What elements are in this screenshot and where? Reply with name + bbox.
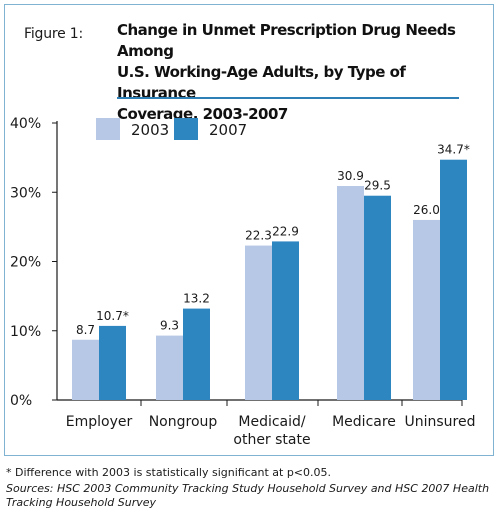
- x-tick-label: Medicare: [332, 414, 396, 430]
- legend-swatch-2007: [174, 118, 198, 140]
- footnote: * Difference with 2003 is statistically …: [6, 466, 332, 479]
- y-tick-label: 40%: [10, 116, 41, 132]
- data-label: 34.7*: [437, 143, 470, 157]
- y-tick-label: 30%: [10, 185, 41, 201]
- bar-2007: [99, 325, 126, 400]
- chart-title-line: Coverage, 2003-2007: [117, 105, 288, 123]
- bar-2003: [156, 335, 183, 400]
- data-label: 13.2: [183, 292, 210, 306]
- y-tick-label: 0%: [10, 393, 32, 409]
- bar-2003: [413, 219, 440, 400]
- x-tick-label: Uninsured: [405, 414, 476, 430]
- x-tick-label: Employer: [66, 414, 133, 430]
- data-label: 8.7: [76, 323, 95, 337]
- y-tick-label: 10%: [10, 324, 41, 340]
- bar-2007: [272, 241, 299, 400]
- legend-swatch-2003: [96, 118, 120, 140]
- y-tick-label: 20%: [10, 255, 41, 271]
- legend-label: 2003: [131, 121, 169, 139]
- data-label: 22.9: [272, 224, 299, 238]
- sources-note: Sources: HSC 2003 Community Tracking Stu…: [6, 482, 490, 509]
- data-label: 22.3: [245, 229, 272, 243]
- bar-2003: [72, 339, 99, 400]
- data-label: 30.9: [337, 169, 364, 183]
- data-label: 9.3: [160, 319, 179, 333]
- x-tick-label: other state: [233, 432, 310, 448]
- title-underline: [117, 97, 459, 99]
- chart-title-line: Change in Unmet Prescription Drug Needs …: [117, 21, 456, 60]
- bar-2007: [183, 308, 210, 400]
- bar-2003: [337, 186, 364, 400]
- data-label: 10.7*: [96, 309, 129, 323]
- legend-label: 2007: [209, 121, 247, 139]
- x-tick-label: Nongroup: [149, 414, 218, 430]
- bar-2003: [245, 245, 272, 400]
- bar-2007: [440, 159, 467, 400]
- bar-2007: [364, 195, 391, 400]
- data-label: 26.0: [413, 203, 440, 217]
- data-label: 29.5: [364, 179, 391, 193]
- x-tick-label: Medicaid/: [238, 414, 306, 430]
- figure-label: Figure 1:: [24, 26, 84, 42]
- bar-chart: 0% 10% 20% 30% 40% 8.710.7* Employer 9.3 13.2 Non…: [10, 116, 476, 448]
